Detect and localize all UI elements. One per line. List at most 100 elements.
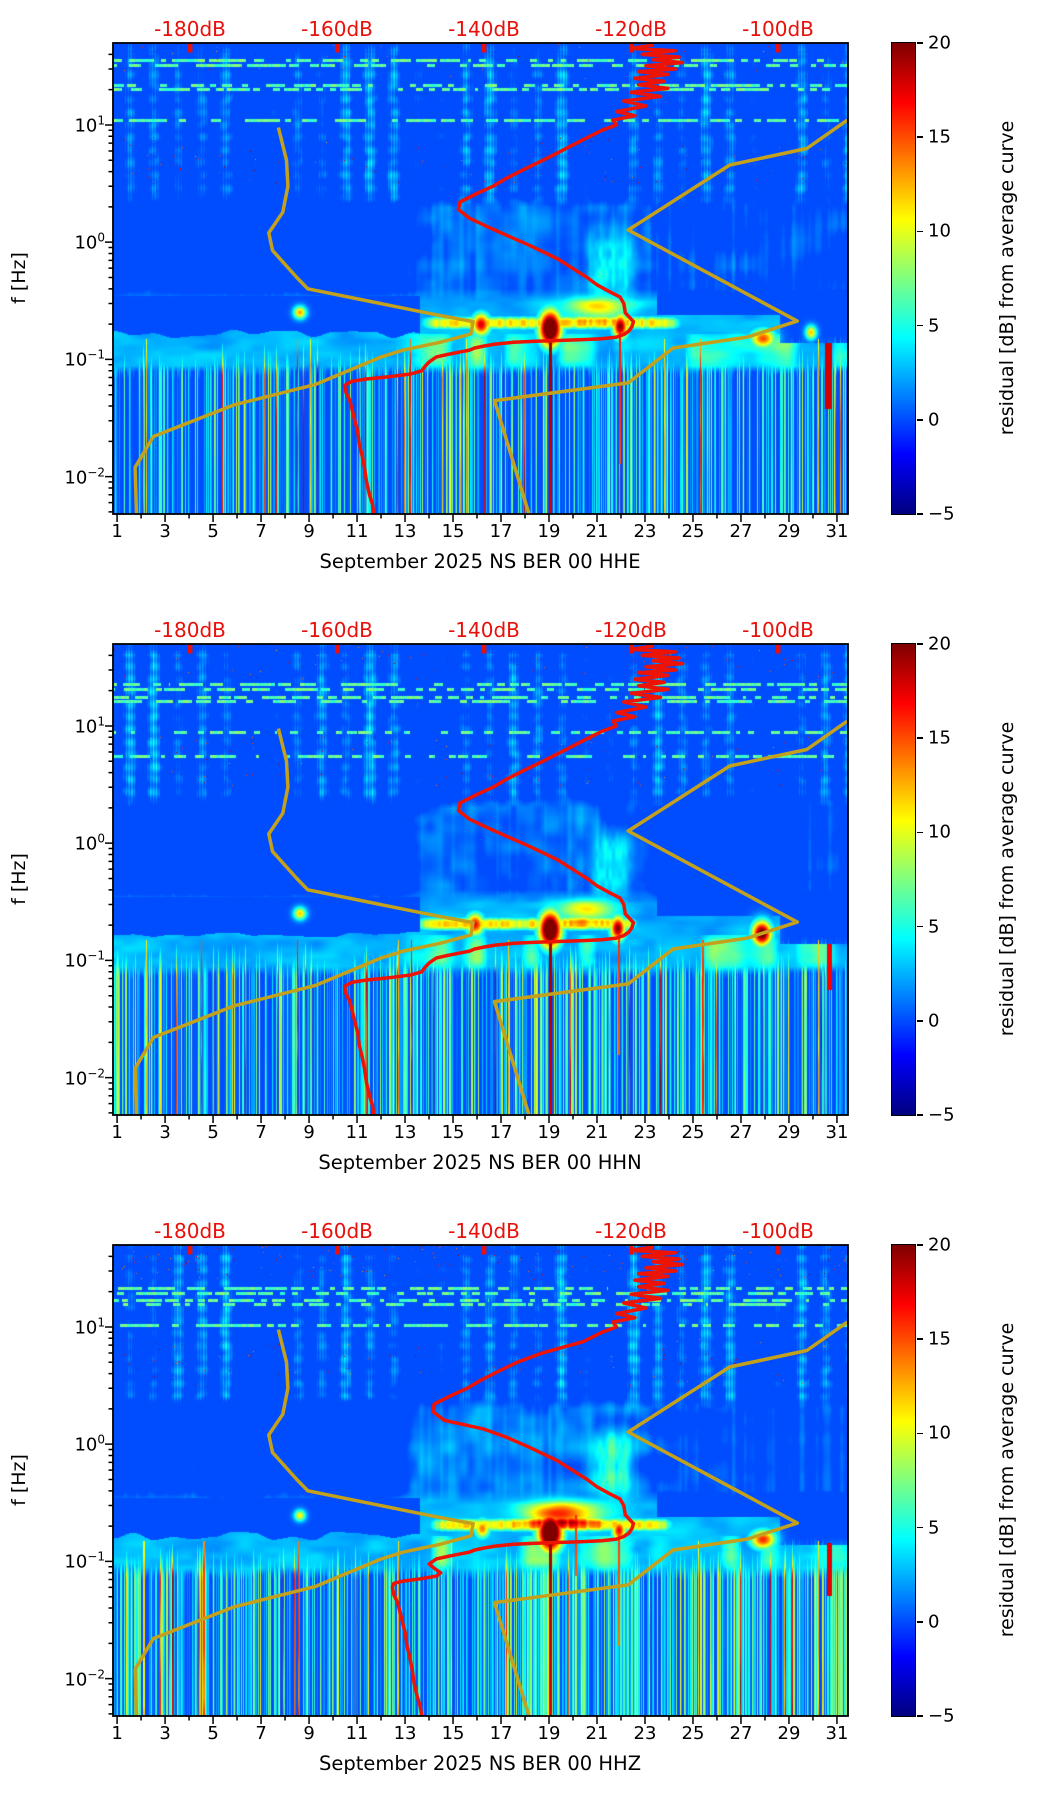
y-tick-label: 101 xyxy=(74,714,105,738)
x-tick-label: 27 xyxy=(729,521,753,542)
colorbar-tick-mark xyxy=(917,831,923,834)
spectrogram-subplot-hhz: -180dB -160dB -140dB -120dB -100dB f [Hz… xyxy=(0,1202,1052,1803)
colorbar-tick-mark xyxy=(917,42,923,44)
spectrogram-subplot-hhn: -180dB -160dB -140dB -120dB -100dB f [Hz… xyxy=(0,601,1052,1202)
x-tick-label: 19 xyxy=(537,521,561,542)
colorbar-tick-label: 5 xyxy=(928,315,940,337)
colorbar xyxy=(891,643,916,1116)
x-tick-label: 3 xyxy=(159,1723,171,1744)
top-db-label: -160dB xyxy=(301,17,373,41)
colorbar-tick-label: −5 xyxy=(928,503,955,525)
top-db-label: -180dB xyxy=(154,17,226,41)
colorbar xyxy=(891,1244,916,1717)
colorbar-tick-label: 20 xyxy=(928,1234,951,1256)
colorbar-tick-label: 0 xyxy=(928,1010,940,1032)
y-tick-label: 100 xyxy=(74,831,105,855)
subplot-title: September 2025 NS BER 00 HHN xyxy=(318,1151,642,1174)
x-tick-label: 27 xyxy=(729,1122,753,1143)
colorbar-tick-mark xyxy=(917,1621,923,1623)
x-tick-label: 31 xyxy=(825,1723,849,1744)
colorbar-tick-label: 10 xyxy=(928,1422,951,1444)
x-tick-label: 29 xyxy=(777,1122,801,1143)
colorbar-tick-label: 20 xyxy=(928,32,951,54)
colorbar-tick-label: 0 xyxy=(928,1611,940,1633)
colorbar-tick-label: −5 xyxy=(928,1104,955,1126)
x-tick-label: 19 xyxy=(537,1723,561,1744)
top-db-label: -120dB xyxy=(595,1219,667,1243)
colorbar-tick-mark xyxy=(917,513,923,515)
x-tick-label: 21 xyxy=(585,521,609,542)
colorbar-tick-mark xyxy=(917,136,923,138)
x-tick-label: 13 xyxy=(393,1122,417,1143)
x-tick-label: 15 xyxy=(441,1723,465,1744)
x-tick-label: 31 xyxy=(825,1122,849,1143)
colorbar-tick-mark xyxy=(917,643,923,645)
x-tick-label: 3 xyxy=(159,1122,171,1143)
colorbar xyxy=(891,42,916,515)
spectrogram-canvas xyxy=(113,43,848,514)
top-db-label: -140dB xyxy=(448,17,520,41)
y-tick-label: 10−1 xyxy=(64,1549,105,1573)
top-db-label: -100dB xyxy=(742,17,814,41)
colorbar-tick-label: 15 xyxy=(928,1328,951,1350)
x-tick-label: 19 xyxy=(537,1122,561,1143)
colorbar-tick-label: 5 xyxy=(928,916,940,938)
spectrogram-subplot-hhe: -180dB -160dB -140dB -120dB -100dB f [Hz… xyxy=(0,0,1052,601)
colorbar-tick-mark xyxy=(917,925,923,928)
colorbar-tick-mark xyxy=(917,737,923,739)
colorbar-tick-mark xyxy=(917,1114,923,1116)
spectrogram-canvas xyxy=(113,1245,848,1716)
x-tick-label: 17 xyxy=(489,1122,513,1143)
x-tick-label: 27 xyxy=(729,1723,753,1744)
y-tick-label: 10−2 xyxy=(64,1667,105,1691)
x-tick-label: 1 xyxy=(111,521,123,542)
x-tick-label: 7 xyxy=(255,521,267,542)
x-tick-label: 11 xyxy=(345,1122,369,1143)
x-tick-label: 25 xyxy=(681,521,705,542)
top-db-label: -180dB xyxy=(154,1219,226,1243)
top-db-label: -120dB xyxy=(595,618,667,642)
y-tick-label: 100 xyxy=(74,230,105,254)
x-tick-label: 3 xyxy=(159,521,171,542)
colorbar-tick-mark xyxy=(917,1432,923,1435)
top-db-label: -160dB xyxy=(301,1219,373,1243)
colorbar-tick-mark xyxy=(917,1020,923,1022)
colorbar-tick-mark xyxy=(917,230,923,233)
x-tick-label: 29 xyxy=(777,521,801,542)
x-tick-label: 17 xyxy=(489,1723,513,1744)
x-tick-label: 1 xyxy=(111,1122,123,1143)
x-tick-label: 11 xyxy=(345,1723,369,1744)
subplot-title: September 2025 NS BER 00 HHE xyxy=(319,550,641,573)
x-tick-label: 5 xyxy=(207,1122,219,1143)
y-tick-label: 100 xyxy=(74,1432,105,1456)
colorbar-tick-label: 10 xyxy=(928,220,951,242)
x-tick-label: 7 xyxy=(255,1122,267,1143)
colorbar-tick-mark xyxy=(917,419,923,421)
x-tick-label: 31 xyxy=(825,521,849,542)
top-db-label: -160dB xyxy=(301,618,373,642)
colorbar-tick-mark xyxy=(917,1526,923,1529)
colorbar-tick-label: 0 xyxy=(928,409,940,431)
x-tick-label: 7 xyxy=(255,1723,267,1744)
colorbar-tick-label: 20 xyxy=(928,633,951,655)
colorbar-tick-mark xyxy=(917,324,923,327)
spectrogram-canvas xyxy=(113,644,848,1115)
y-tick-label: 10−1 xyxy=(64,948,105,972)
x-tick-label: 25 xyxy=(681,1723,705,1744)
y-tick-label: 10−2 xyxy=(64,465,105,489)
y-tick-label: 101 xyxy=(74,1315,105,1339)
x-tick-label: 21 xyxy=(585,1723,609,1744)
colorbar-tick-label: 15 xyxy=(928,727,951,749)
y-tick-label: 10−1 xyxy=(64,347,105,371)
x-tick-label: 1 xyxy=(111,1723,123,1744)
y-tick-label: 10−2 xyxy=(64,1066,105,1090)
x-tick-label: 17 xyxy=(489,521,513,542)
x-tick-label: 23 xyxy=(633,1122,657,1143)
y-tick-label: 101 xyxy=(74,113,105,137)
x-tick-label: 9 xyxy=(303,521,315,542)
x-tick-label: 23 xyxy=(633,1723,657,1744)
colorbar-tick-label: −5 xyxy=(928,1705,955,1727)
colorbar-tick-mark xyxy=(917,1244,923,1246)
top-db-label: -140dB xyxy=(448,618,520,642)
